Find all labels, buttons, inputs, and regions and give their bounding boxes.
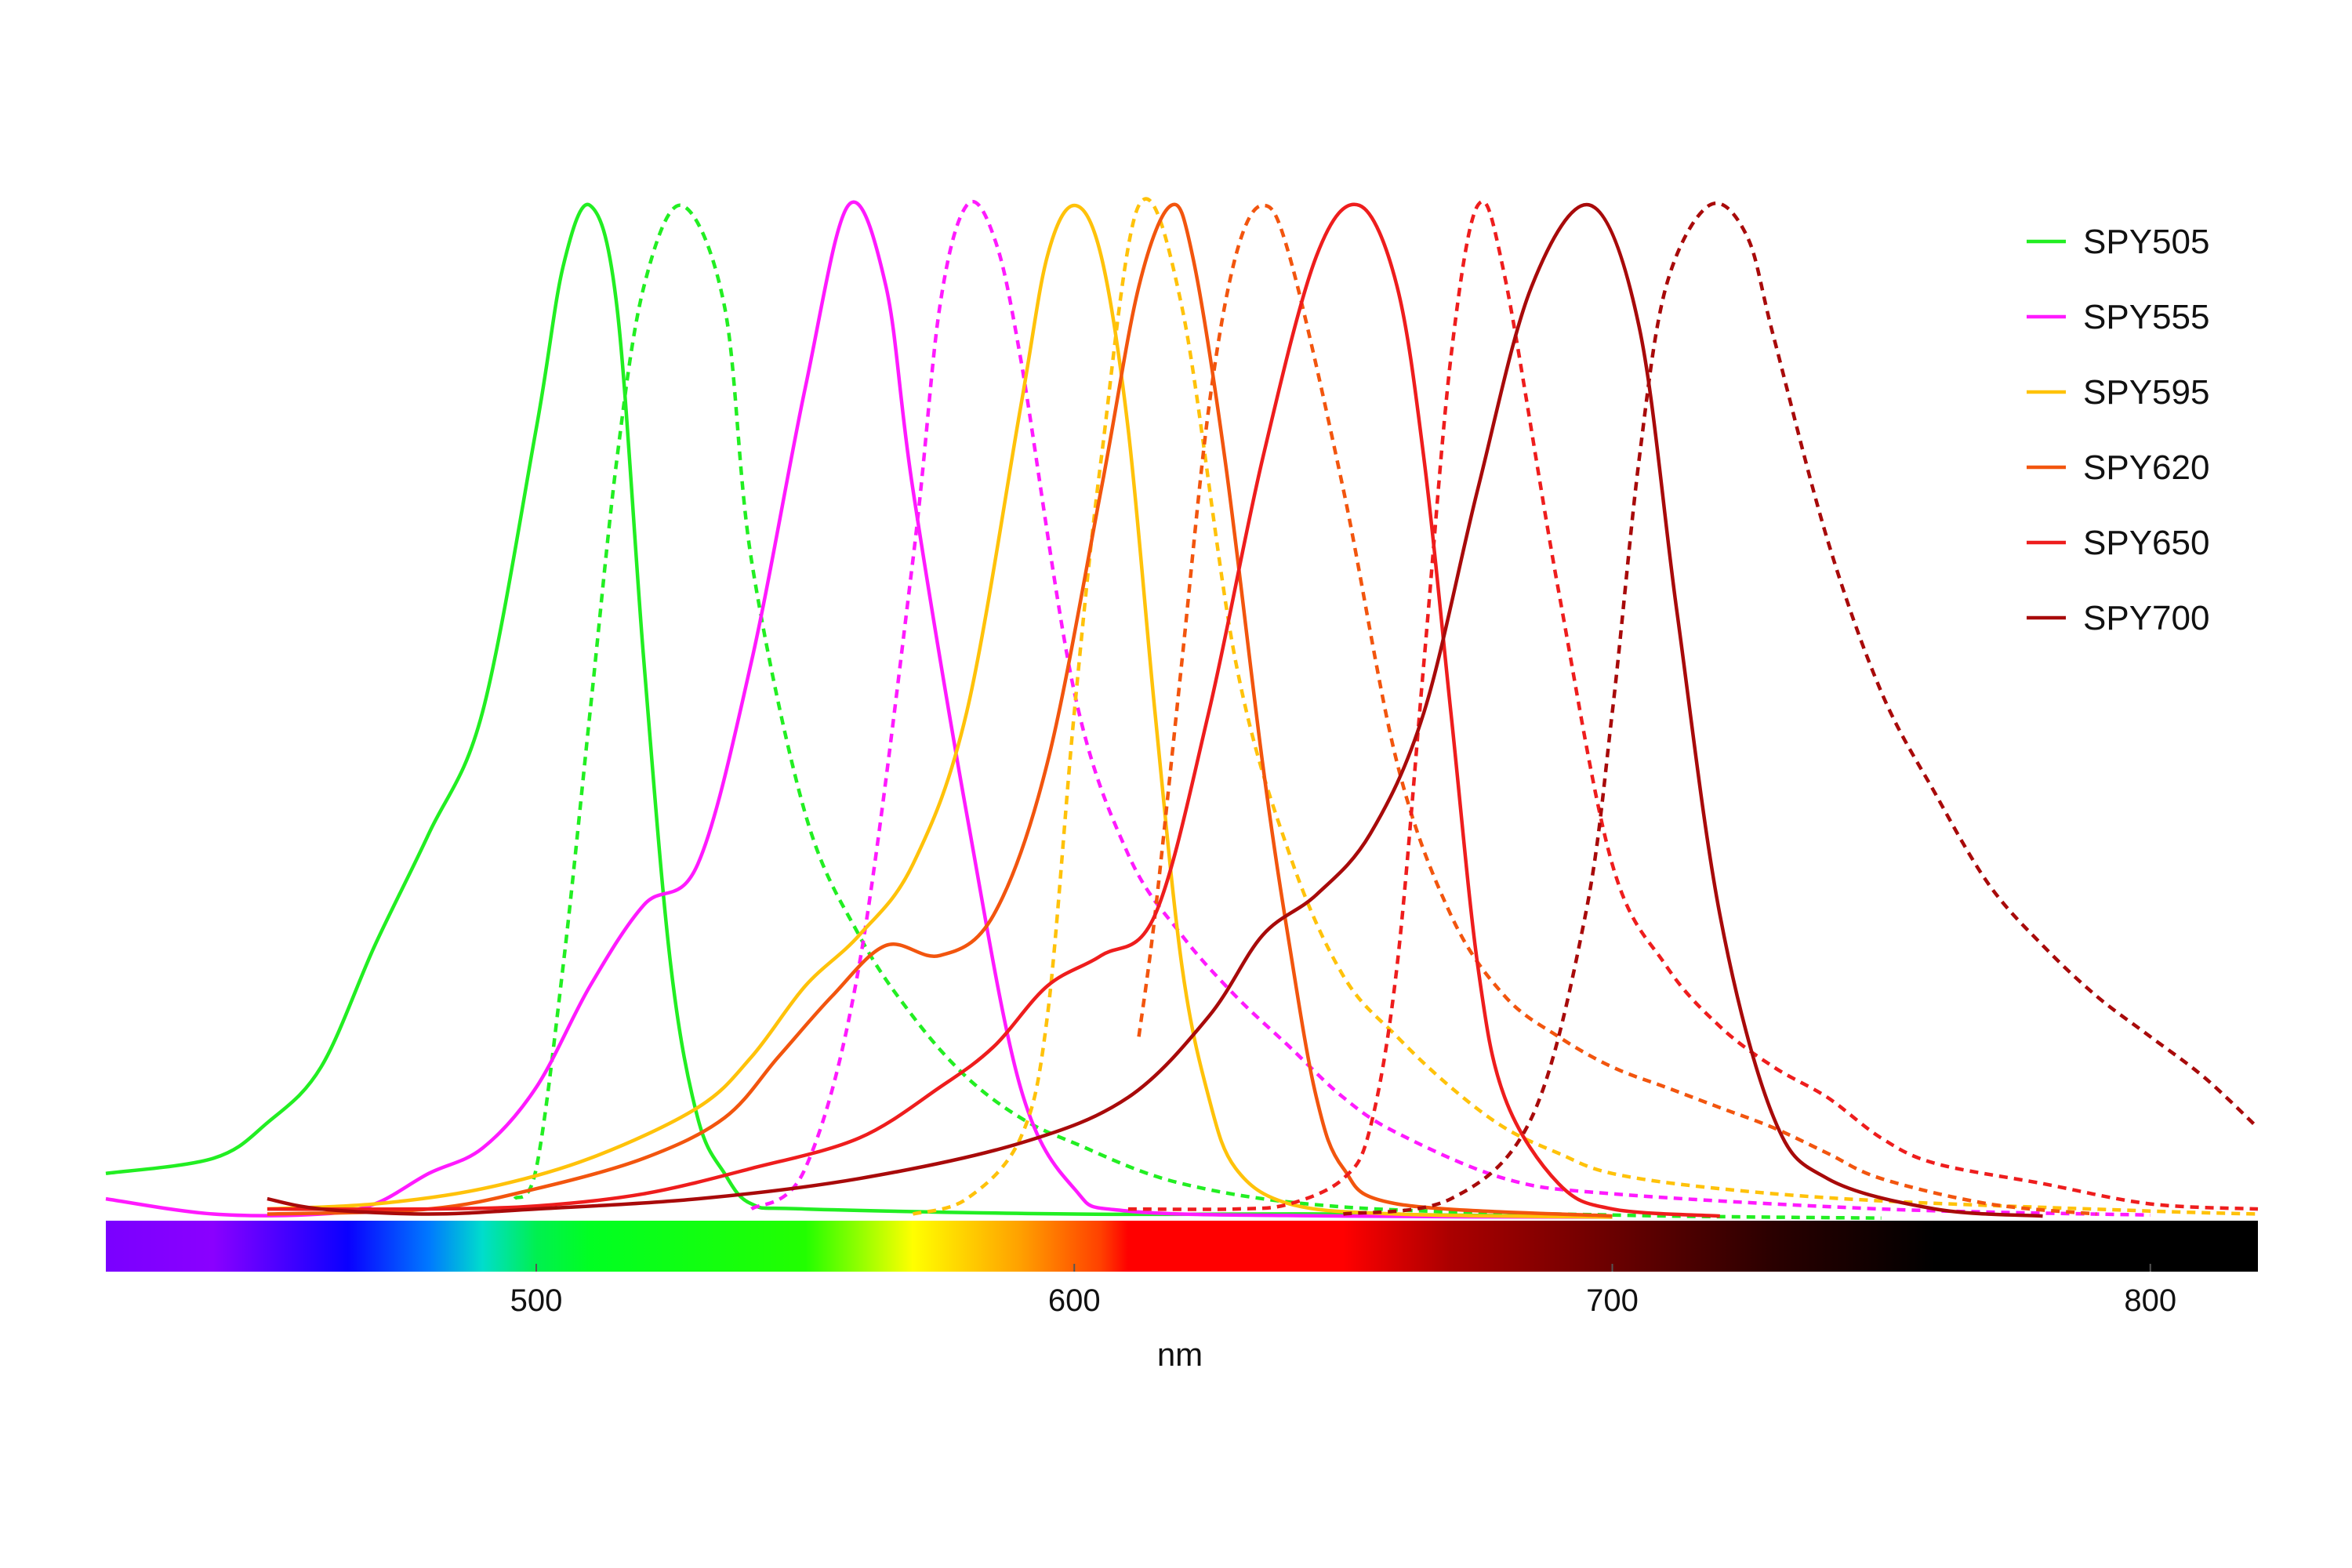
spectra-curves bbox=[105, 197, 2259, 1220]
legend-label-spy700: SPY700 bbox=[2083, 599, 2209, 637]
x-axis-label: nm bbox=[1157, 1336, 1203, 1373]
legend-label-spy650: SPY650 bbox=[2083, 524, 2209, 562]
spy620-emission-line bbox=[1137, 203, 2097, 1216]
spy595-excitation-line bbox=[267, 203, 1613, 1219]
spy700-excitation-line bbox=[267, 202, 2043, 1218]
legend: SPY505 SPY555 SPY595 SPY620 SPY650 SPY700 bbox=[2027, 223, 2209, 637]
x-tick-label: 500 bbox=[510, 1283, 563, 1318]
spectrum-color-bar bbox=[106, 1221, 2258, 1272]
legend-label-spy505: SPY505 bbox=[2083, 223, 2209, 261]
legend-label-spy620: SPY620 bbox=[2083, 448, 2209, 487]
spy555-excitation-line bbox=[105, 200, 1613, 1219]
x-axis-ticks: 500 600 700 800 bbox=[510, 1264, 2176, 1318]
spectrum-gradient-rect bbox=[106, 1221, 2258, 1272]
spy505-emission-line bbox=[513, 203, 1882, 1220]
x-tick-label: 700 bbox=[1586, 1283, 1639, 1318]
spy620-excitation-line bbox=[267, 202, 1613, 1218]
legend-label-spy595: SPY595 bbox=[2083, 373, 2209, 412]
spy595-emission-line bbox=[912, 197, 2259, 1216]
legend-label-spy555: SPY555 bbox=[2083, 298, 2209, 336]
x-tick-label: 600 bbox=[1048, 1283, 1101, 1318]
spy700-emission-line bbox=[1343, 201, 2259, 1216]
spy650-excitation-line bbox=[267, 202, 1720, 1218]
spy650-emission-line bbox=[1127, 199, 2259, 1211]
x-tick-label: 800 bbox=[2124, 1283, 2176, 1318]
